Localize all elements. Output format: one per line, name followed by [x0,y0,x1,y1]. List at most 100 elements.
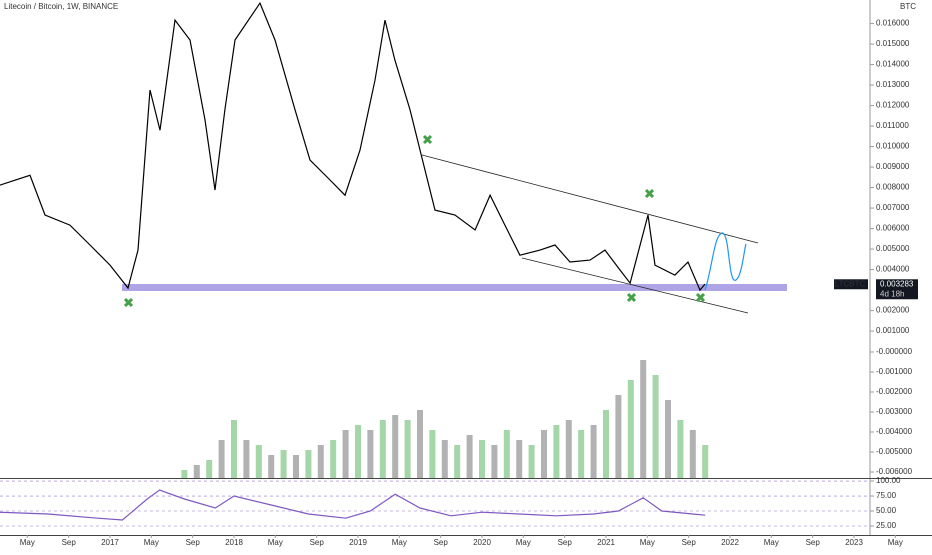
volume-bar [565,420,572,478]
y-tick-label: -0.004000 [876,427,913,436]
price-line [0,489,706,521]
volume-bar [230,420,237,478]
volume-bar [330,440,337,478]
volume-bar [602,410,609,478]
volume-bar [454,445,461,478]
x-markers [123,134,706,308]
y-tick-label: 50.00 [876,506,897,515]
volume-bar [528,445,535,478]
y-tick-label: -0.000000 [876,347,913,356]
y-tick-label: 0.014000 [876,60,910,69]
volume-bar [689,430,696,478]
y-tick-label: 0.007000 [876,203,910,212]
y-tick-label: 0.004000 [876,265,910,274]
y-tick-label: 0.016000 [876,19,910,28]
volume-bar [218,440,225,478]
x-tick-label: May [268,538,283,547]
symbol: LTCBTC [835,279,866,288]
volume-bar [516,440,523,478]
volume-bar [416,410,423,478]
y-tick-label: -0.001000 [876,367,913,376]
volume-bar [540,430,547,478]
x-tick-label: Sep [806,538,821,547]
y-tick-label: 0.013000 [876,80,910,89]
x-tick-label: May [144,538,159,547]
y-tick-label: 0.008000 [876,183,910,192]
volume-bar [243,440,250,478]
last-price-box [876,279,918,300]
x-tick-label: May [392,538,407,547]
volume-bar [590,425,597,478]
x-tick-label: Sep [558,538,573,547]
x-tick-label: 2021 [597,538,615,547]
y-tick-label: -0.003000 [876,407,913,416]
last-price: 0.003283 [880,279,914,288]
y-tick-label: 0.005000 [876,244,910,253]
symbol-box [834,279,868,290]
y-tick-label: 0.002000 [876,306,910,315]
x-tick-label: May [516,538,531,547]
support-zone [122,284,787,291]
x-tick-label: May [20,538,35,547]
volume-bar [305,450,312,478]
trend-line [521,257,749,314]
x-tick-label: May [764,538,779,547]
x-tick-label: May [888,538,903,547]
x-tick-label: 2018 [225,538,243,547]
volume-bar [342,430,349,478]
y-tick-label: 0.015000 [876,39,910,48]
y-tick-label: 100.00 [876,476,901,485]
y-tick-label: 0.006000 [876,224,910,233]
volume-bar [379,420,386,478]
volume-bar [491,445,498,478]
volume-bar [367,430,374,478]
x-tick-label: 2020 [473,538,491,547]
volume-bar [478,440,485,478]
y-tick-label: 0.012000 [876,101,910,110]
volume-bar [429,430,436,478]
price-line [0,1,706,292]
x-tick-label: 2023 [845,538,863,547]
volume-bar [193,465,200,478]
volume-bar [317,445,324,478]
volume-bar [503,430,510,478]
volume-bar [466,435,473,478]
y-tick-label: 25.00 [876,521,897,530]
x-tick-label: May [640,538,655,547]
volume-bar [392,415,399,478]
x-tick-label: Sep [186,538,201,547]
volume-bar [255,445,262,478]
y-tick-label: 0.011000 [876,121,909,130]
y-tick-label: 75.00 [876,491,897,500]
volume-bar [652,375,659,478]
volume-bar [578,430,585,478]
y-tick-label: -0.006000 [876,467,913,476]
volume-bar [702,445,709,478]
x-tick-label: 2017 [101,538,119,547]
x-tick-label: Sep [434,538,449,547]
y-tick-label: 0.009000 [876,162,910,171]
volume-bar [181,470,188,478]
x-tick-label: 2022 [721,538,739,547]
trend-line [421,154,759,244]
volume-bar [206,460,213,478]
volume-bar [640,360,647,478]
x-tick-label: Sep [310,538,325,547]
volume-bar [615,395,622,478]
volume-bar [441,440,448,478]
volume-bar [268,455,275,478]
volume-bar [404,420,411,478]
y-tick-label: 0.010000 [876,142,910,151]
countdown: 4d 18h [880,289,904,298]
volume-bar [292,455,299,478]
volume-bar [354,425,361,478]
x-tick-label: 2019 [349,538,367,547]
volume-bar [677,420,684,478]
volume-bar [665,400,672,478]
chart-title: Litecoin / Bitcoin, 1W, BINANCE [4,2,118,11]
last-price-label: 0.003283 4d 18h LTCBTC [834,279,918,300]
volume-bar [627,380,634,478]
x-tick-label: Sep [62,538,77,547]
currency: BTC [900,2,916,11]
